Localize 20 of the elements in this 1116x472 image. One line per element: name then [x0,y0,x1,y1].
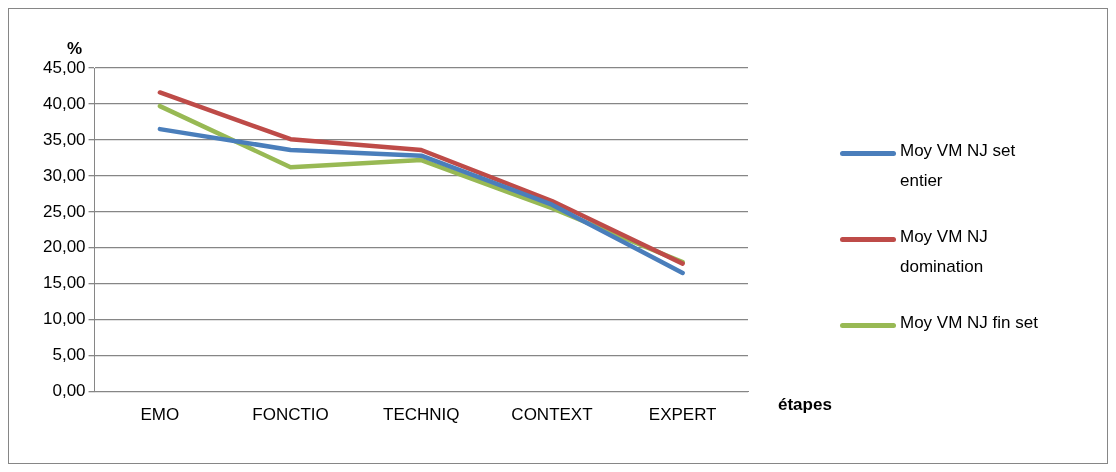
legend-label: Moy VM NJ domination [900,226,989,278]
y-tick-label: 35,00 [42,129,86,149]
y-tick-label: 15,00 [42,273,86,293]
y-tick-label: 20,00 [42,237,86,257]
y-tick-label: 25,00 [42,201,86,221]
x-tick-label: CONTEXT [511,405,593,425]
y-tick-label: 40,00 [42,93,86,113]
y-tick-label: 10,00 [42,309,86,329]
y-tick-label: 45,00 [42,57,86,77]
x-tick-label: EMO [140,405,180,425]
y-tick-label: 0,00 [52,381,86,401]
x-tick-label: EXPERT [648,405,717,425]
y-tick-label: 30,00 [42,165,86,185]
legend-label: Moy VM NJ fin set [900,312,1038,334]
legend-label: Moy VM NJ set entier [900,140,1017,192]
x-tick-label: FONCTIO [252,405,329,425]
x-axis-title: étapes [778,395,832,415]
x-tick-label: TECHNIQ [383,405,460,425]
y-tick-label: 5,00 [52,345,86,365]
y-axis-title: % [66,39,83,59]
